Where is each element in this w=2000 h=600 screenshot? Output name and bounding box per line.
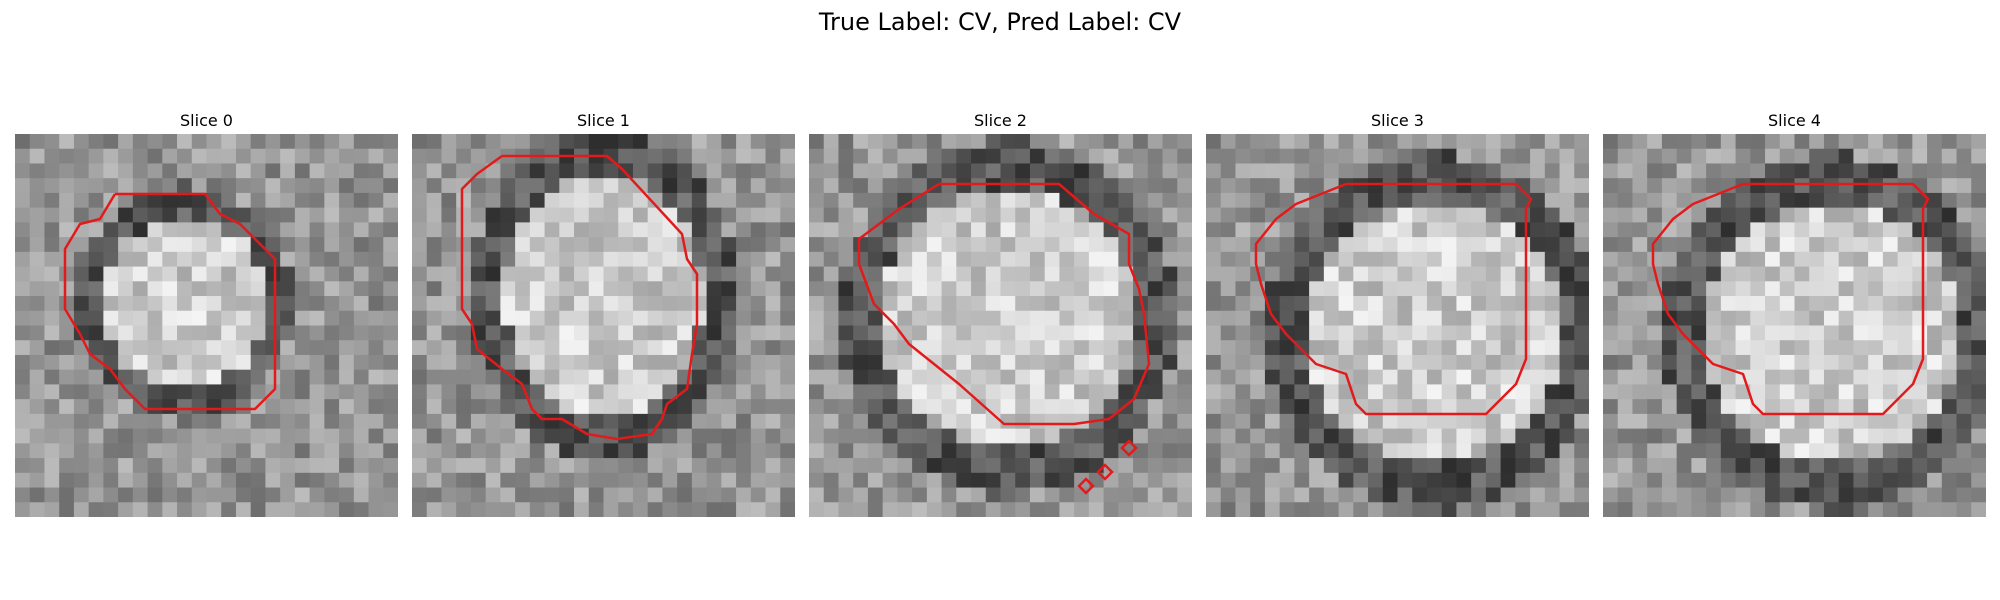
grayscale-pixels-3 [1206, 134, 1589, 517]
slice-title-1: Slice 1 [577, 111, 630, 130]
contour-marker-2a [1120, 439, 1138, 457]
slice-image-4 [1603, 134, 1986, 517]
slice-svg-1 [412, 134, 795, 517]
slice-panel-4: Slice 4 [1603, 108, 1986, 517]
slice-image-0 [15, 134, 398, 517]
slice-panel-2: Slice 2 [809, 108, 1192, 517]
contour-marker-2b [1096, 463, 1114, 481]
slice-title-3: Slice 3 [1371, 111, 1424, 130]
slice-panel-3: Slice 3 [1206, 108, 1589, 517]
segmentation-contour-2 [857, 182, 1151, 426]
contour-marker-2c [1077, 477, 1095, 495]
slice-panel-1: Slice 1 [412, 108, 795, 517]
slice-title-0: Slice 0 [180, 111, 233, 130]
slice-title-4: Slice 4 [1768, 111, 1821, 130]
grayscale-pixels-2 [809, 134, 1192, 517]
slice-svg-2 [809, 134, 1192, 517]
segmentation-contour-0 [63, 192, 277, 411]
grayscale-pixels-4 [1603, 134, 1986, 517]
grayscale-pixels-0 [15, 134, 398, 517]
slice-svg-0 [15, 134, 398, 517]
slice-svg-3 [1206, 134, 1589, 517]
grayscale-pixels-1 [412, 134, 795, 517]
segmentation-contour-4 [1651, 182, 1930, 416]
slice-title-2: Slice 2 [974, 111, 1027, 130]
slice-image-3 [1206, 134, 1589, 517]
slice-svg-4 [1603, 134, 1986, 517]
figure-title: True Label: CV, Pred Label: CV [818, 8, 1182, 36]
segmentation-contour-1 [460, 154, 699, 441]
segmentation-contour-3 [1254, 182, 1533, 416]
slice-panel-0: Slice 0 [15, 108, 398, 517]
slice-image-2 [809, 134, 1192, 517]
slice-image-1 [412, 134, 795, 517]
